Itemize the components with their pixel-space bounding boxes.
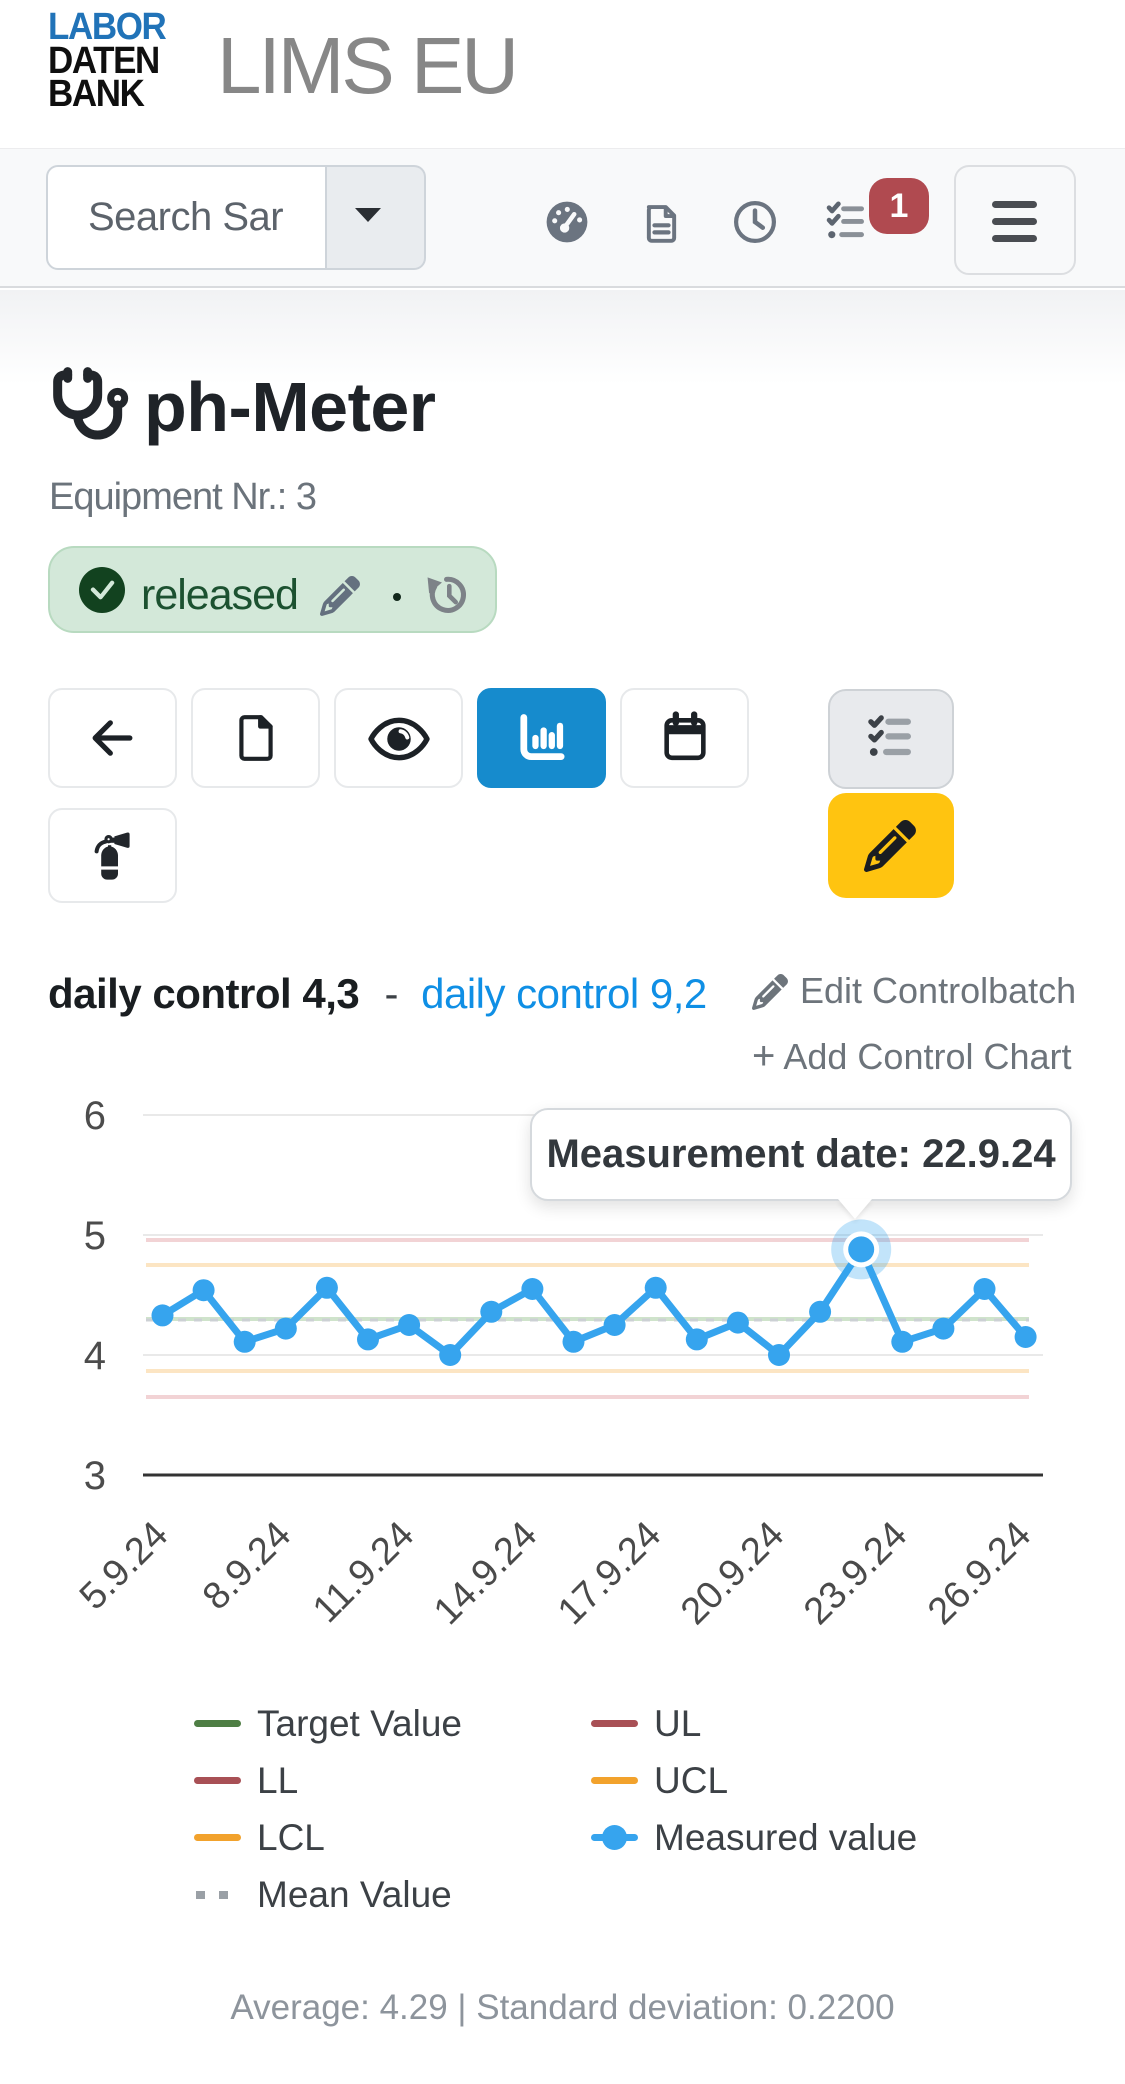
svg-text:8.9.24: 8.9.24: [195, 1514, 299, 1618]
svg-text:20.9.24: 20.9.24: [673, 1514, 792, 1633]
svg-text:26.9.24: 26.9.24: [920, 1514, 1039, 1633]
svg-text:6: 6: [84, 1094, 106, 1138]
svg-text:17.9.24: 17.9.24: [550, 1514, 669, 1633]
svg-text:5.9.24: 5.9.24: [72, 1514, 176, 1618]
svg-text:4: 4: [84, 1334, 106, 1378]
svg-text:3: 3: [84, 1454, 106, 1498]
svg-text:23.9.24: 23.9.24: [796, 1514, 915, 1633]
svg-text:14.9.24: 14.9.24: [426, 1514, 545, 1633]
svg-text:11.9.24: 11.9.24: [305, 1514, 422, 1631]
svg-text:5: 5: [84, 1214, 106, 1258]
